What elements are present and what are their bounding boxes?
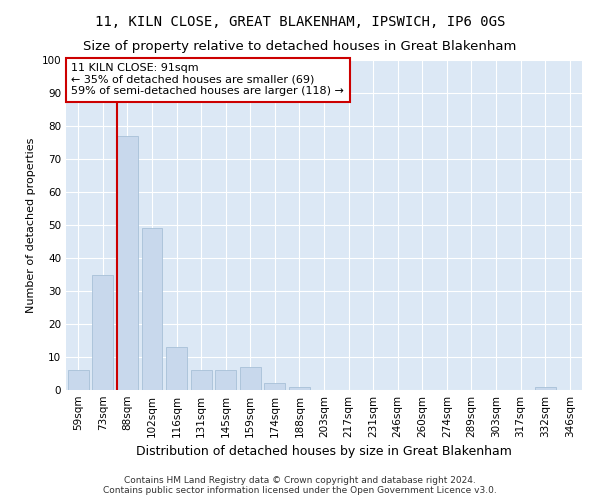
Bar: [289, 386, 310, 390]
Bar: [191, 370, 212, 390]
Text: 11 KILN CLOSE: 91sqm
← 35% of detached houses are smaller (69)
59% of semi-detac: 11 KILN CLOSE: 91sqm ← 35% of detached h…: [71, 64, 344, 96]
X-axis label: Distribution of detached houses by size in Great Blakenham: Distribution of detached houses by size …: [136, 446, 512, 458]
Bar: [535, 386, 556, 390]
Bar: [166, 347, 187, 390]
Bar: [265, 384, 286, 390]
Bar: [142, 228, 163, 390]
Bar: [117, 136, 138, 390]
Text: Size of property relative to detached houses in Great Blakenham: Size of property relative to detached ho…: [83, 40, 517, 53]
Text: 11, KILN CLOSE, GREAT BLAKENHAM, IPSWICH, IP6 0GS: 11, KILN CLOSE, GREAT BLAKENHAM, IPSWICH…: [95, 15, 505, 29]
Y-axis label: Number of detached properties: Number of detached properties: [26, 138, 36, 312]
Text: Contains HM Land Registry data © Crown copyright and database right 2024.
Contai: Contains HM Land Registry data © Crown c…: [103, 476, 497, 495]
Bar: [92, 274, 113, 390]
Bar: [68, 370, 89, 390]
Bar: [240, 367, 261, 390]
Bar: [215, 370, 236, 390]
